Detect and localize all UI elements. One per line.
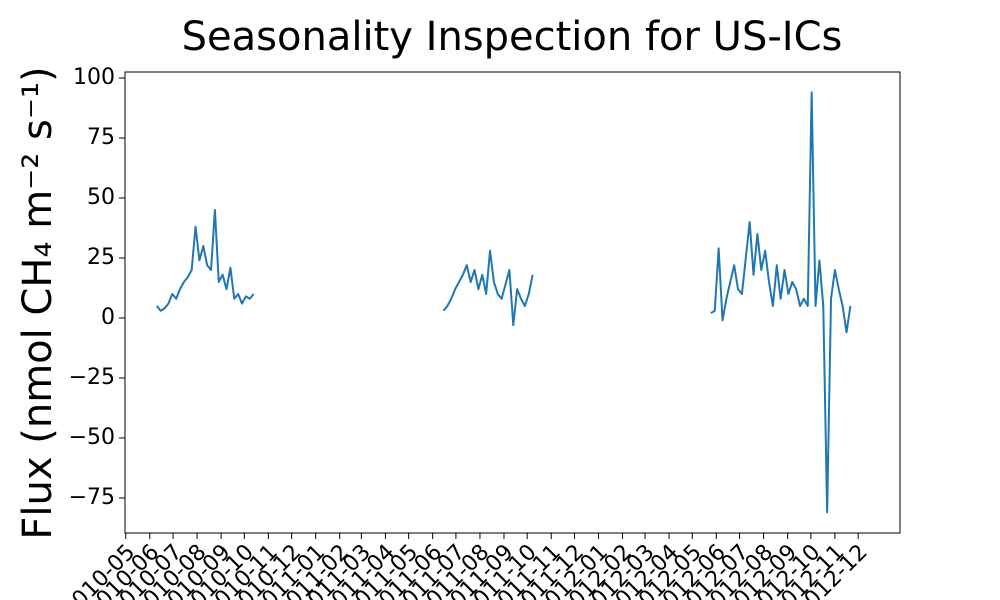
- y-tick-label: 25: [87, 245, 115, 270]
- y-axis-label: Flux (nmol CH₄ m⁻² s⁻¹): [15, 66, 61, 539]
- chart-title: Seasonality Inspection for US-ICs: [182, 14, 843, 60]
- y-tick-label: 100: [73, 65, 115, 90]
- data-line: [156, 91, 852, 514]
- y-tick-label: 0: [101, 305, 115, 330]
- y-tick-label: −50: [69, 425, 115, 450]
- y-tick-label: −75: [69, 485, 115, 510]
- y-tick-label: 50: [87, 185, 115, 210]
- y-tick-label: 75: [87, 125, 115, 150]
- plot-frame: [124, 71, 901, 534]
- y-tick-label: −25: [69, 365, 115, 390]
